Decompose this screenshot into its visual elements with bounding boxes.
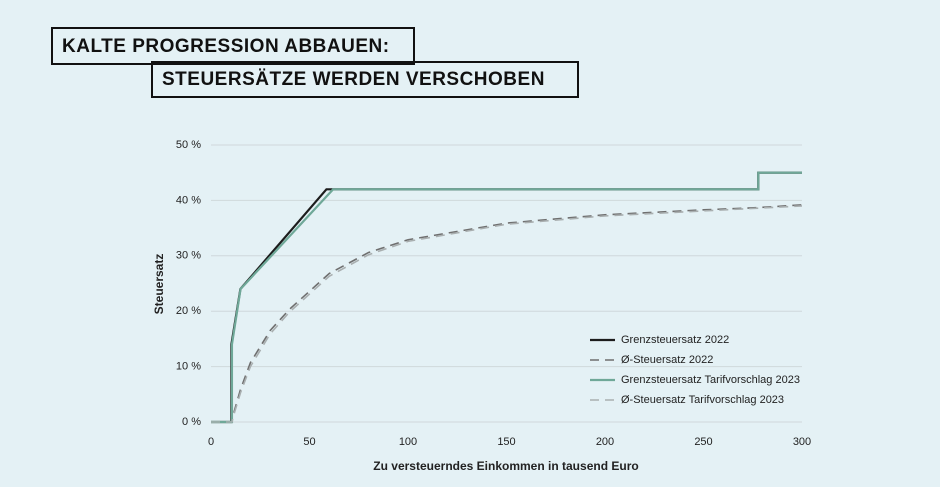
y-tick-label: 40 %: [176, 194, 201, 206]
legend-label: Grenzsteuersatz 2022: [621, 334, 729, 346]
x-tick-label: 150: [497, 436, 515, 448]
legend-label: Grenzsteuersatz Tarifvorschlag 2023: [621, 374, 800, 386]
legend-label: Ø-Steuersatz Tarifvorschlag 2023: [621, 394, 784, 406]
x-tick-label: 200: [596, 436, 614, 448]
legend-label: Ø-Steuersatz 2022: [621, 354, 713, 366]
x-tick-label: 50: [303, 436, 315, 448]
y-tick-label: 30 %: [176, 250, 201, 262]
chart-title: KALTE PROGRESSION ABBAUEN:: [62, 36, 390, 57]
title-box: [51, 27, 415, 65]
subtitle-box: [151, 61, 579, 98]
y-tick-label: 0 %: [182, 416, 201, 428]
series-line: [211, 171, 802, 424]
x-tick-label: 300: [793, 436, 811, 448]
y-axis-label: Steuersatz: [152, 254, 166, 315]
x-axis-label: Zu versteuerndes Einkommen in tausend Eu…: [373, 459, 638, 473]
chart-subtitle: STEUERSÄTZE WERDEN VERSCHOBEN: [162, 69, 545, 90]
y-tick-label: 20 %: [176, 305, 201, 317]
y-tick-label: 10 %: [176, 361, 201, 373]
x-tick-label: 250: [694, 436, 712, 448]
series-line: [211, 205, 803, 423]
x-tick-label: 0: [208, 436, 214, 448]
y-tick-label: 50 %: [176, 139, 201, 151]
x-tick-label: 100: [399, 436, 417, 448]
